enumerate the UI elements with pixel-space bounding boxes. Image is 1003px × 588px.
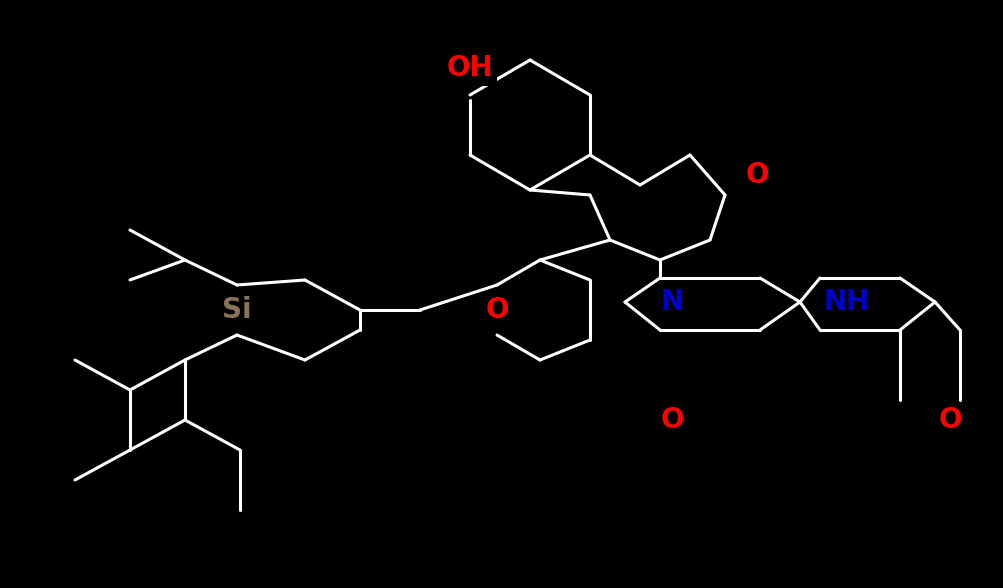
- Text: OH: OH: [446, 54, 492, 82]
- Text: O: O: [484, 296, 509, 324]
- Text: O: O: [744, 161, 768, 189]
- Text: NH: NH: [823, 288, 870, 316]
- Text: O: O: [660, 406, 683, 434]
- Text: N: N: [660, 288, 683, 316]
- Text: Si: Si: [222, 296, 252, 324]
- Text: O: O: [938, 406, 961, 434]
